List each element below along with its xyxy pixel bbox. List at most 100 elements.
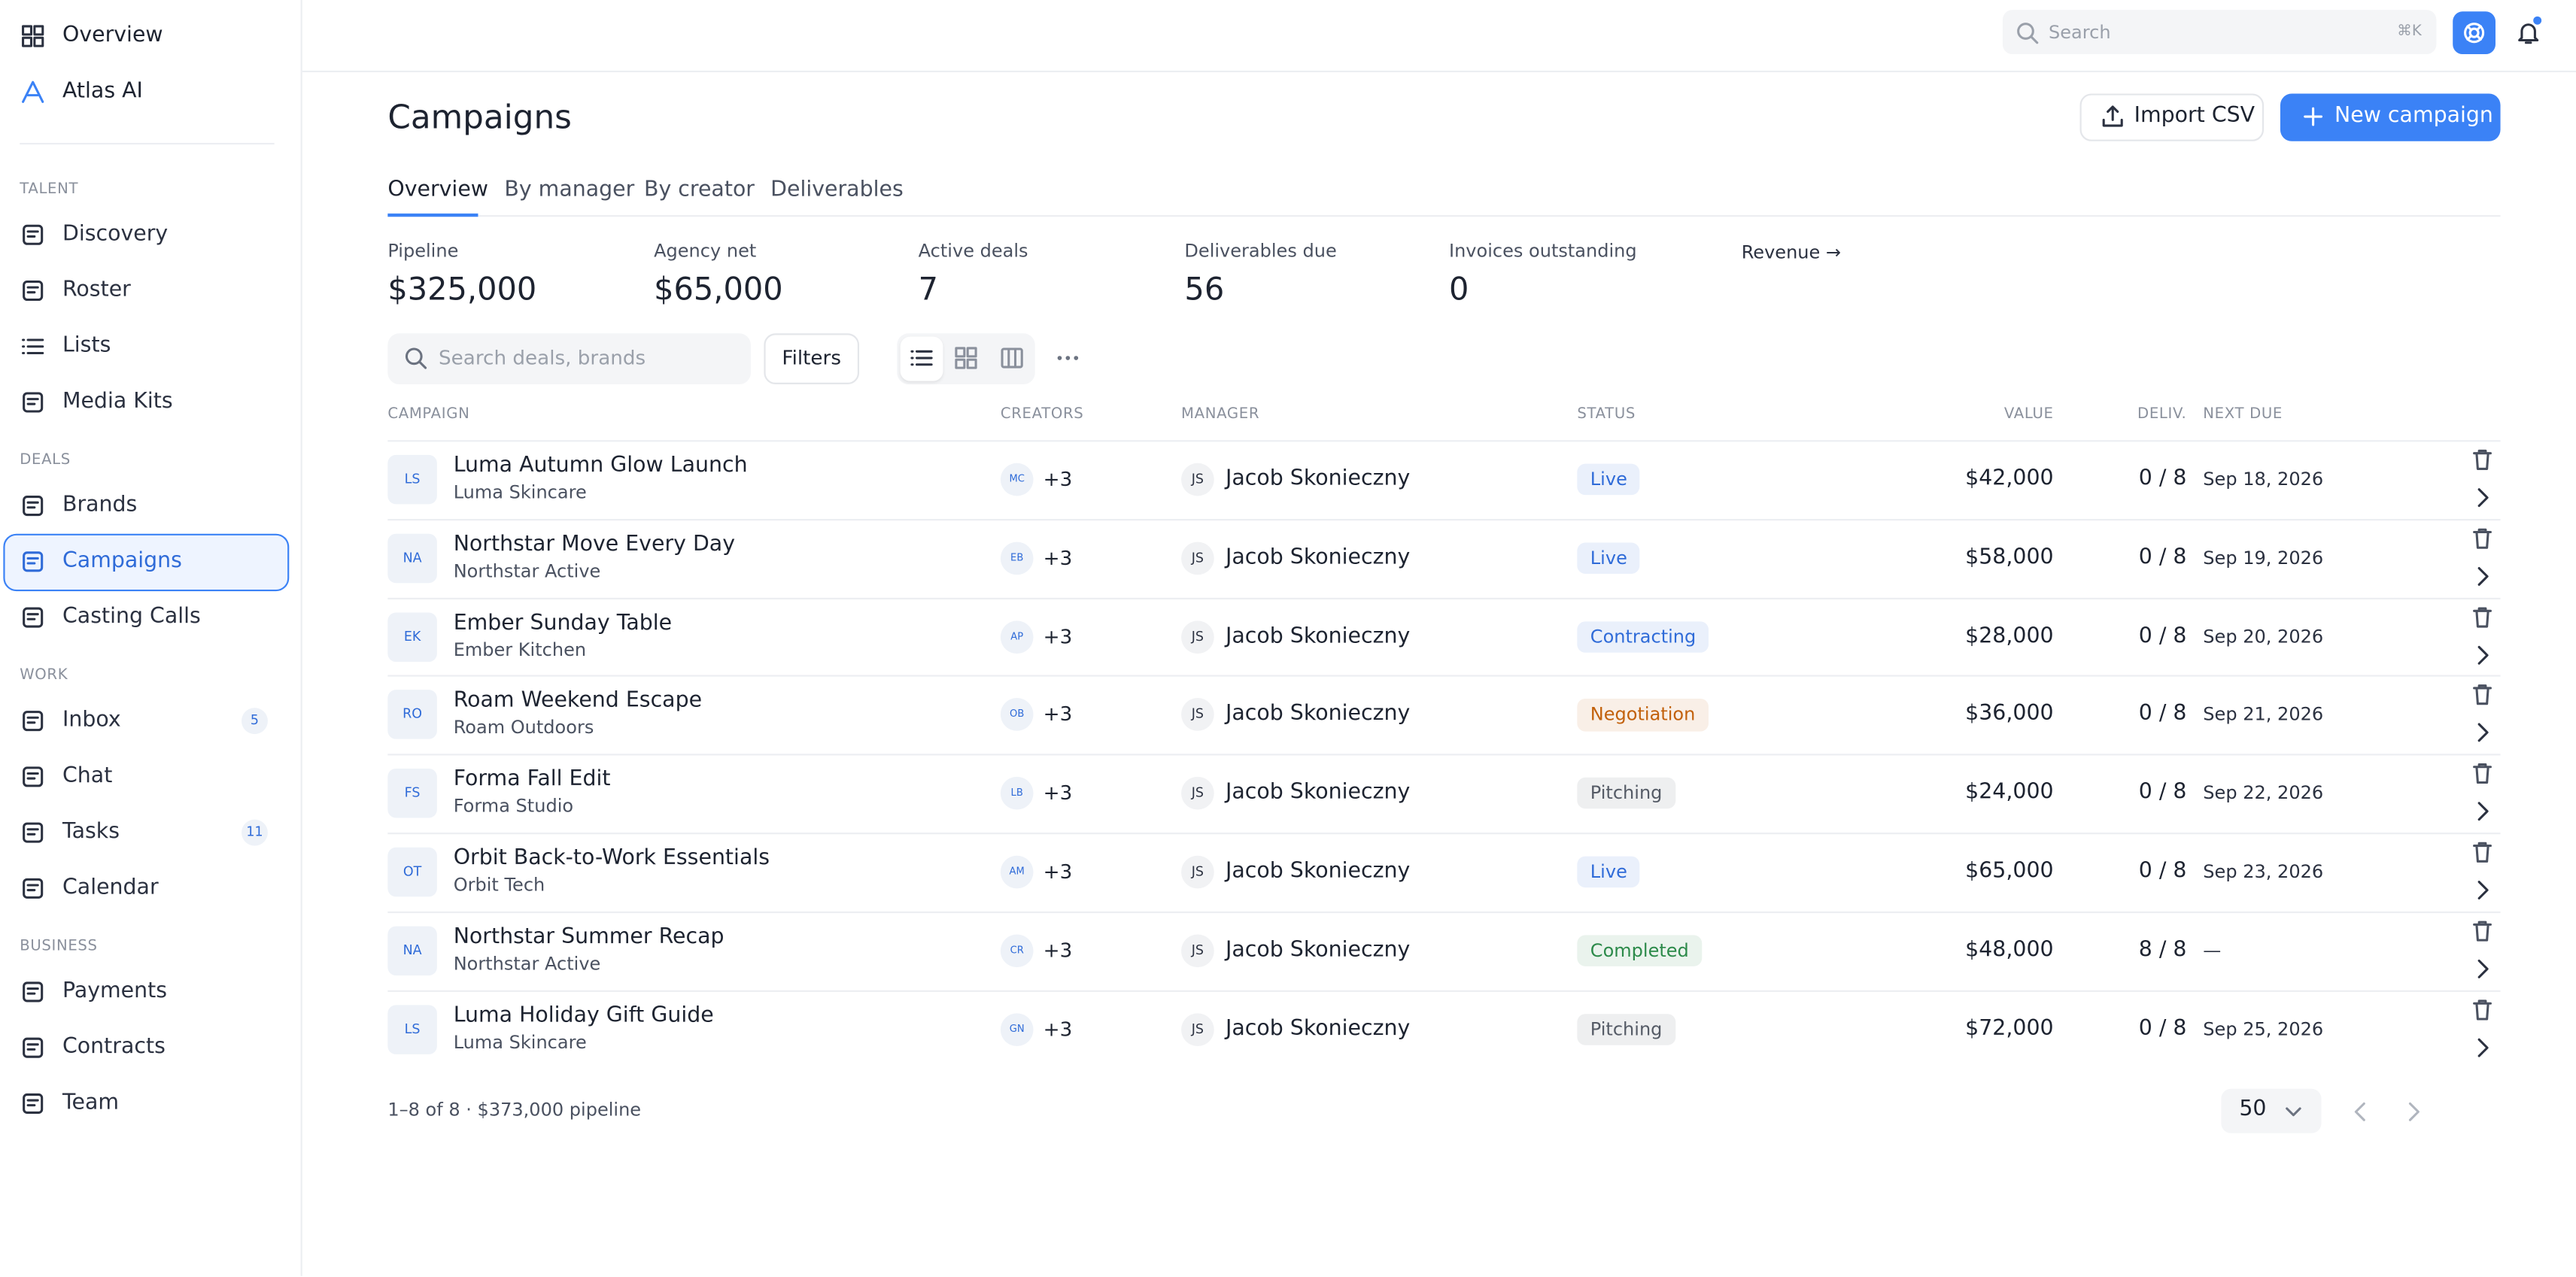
nav-item[interactable]: Media Kits <box>62 389 173 414</box>
nav-item[interactable]: Inbox <box>62 708 121 733</box>
next-due: Sep 20, 2026 <box>2203 625 2324 648</box>
row-initials: RO <box>402 707 423 722</box>
delete-icon[interactable] <box>2469 760 2496 787</box>
tab[interactable]: Deliverables <box>770 177 904 203</box>
stat-label: Active deals <box>918 240 1028 262</box>
creator-extra: +3 <box>1043 703 1073 726</box>
nav-item[interactable]: Brands <box>62 493 138 518</box>
row-border <box>387 675 2501 678</box>
nav-item[interactable]: Lists <box>62 333 111 359</box>
row-avatar <box>387 769 437 818</box>
deal-search[interactable] <box>387 333 751 384</box>
nav-item[interactable]: Campaigns <box>62 548 182 574</box>
nav-item[interactable]: Contracts <box>62 1035 166 1060</box>
status-pill: Completed <box>1577 934 1703 966</box>
nav-item[interactable]: Team <box>62 1090 120 1116</box>
creator-avatar <box>1000 698 1034 732</box>
column-header: CREATORS <box>1000 406 1084 423</box>
section-title: DEALS <box>20 452 71 469</box>
manager-avatar <box>1181 698 1214 732</box>
campaign-name[interactable]: Ember Sunday Table <box>453 610 673 635</box>
creator-avatar <box>1000 934 1034 967</box>
stat-value: 7 <box>918 271 939 308</box>
nav-item[interactable]: Calendar <box>62 875 159 901</box>
search-box[interactable] <box>2002 10 2437 55</box>
nav-item[interactable]: Chat <box>62 763 113 789</box>
creator-extra: +3 <box>1043 546 1073 569</box>
filters-button[interactable] <box>764 333 860 384</box>
nav-icon <box>22 80 44 103</box>
delete-icon[interactable] <box>2469 682 2496 708</box>
open-icon[interactable] <box>2469 955 2496 981</box>
revenue-link[interactable]: Revenue → <box>1741 241 1842 264</box>
campaign-name[interactable]: Northstar Summer Recap <box>453 924 724 950</box>
manager-avatar <box>1181 1012 1214 1046</box>
creator-avatar <box>1000 855 1034 889</box>
deliverables: 8 / 8 <box>2138 937 2187 963</box>
open-icon[interactable] <box>2469 484 2496 511</box>
creator-initials: MC <box>1009 473 1025 486</box>
section-title: BUSINESS <box>20 939 98 956</box>
next-page[interactable] <box>2400 1099 2426 1125</box>
nav-item[interactable]: Tasks <box>62 820 120 845</box>
page-size[interactable] <box>2221 1088 2322 1133</box>
manager-avatar <box>1181 934 1214 967</box>
prev-page[interactable] <box>2347 1099 2374 1125</box>
open-icon[interactable] <box>2469 877 2496 903</box>
campaign-name[interactable]: Orbit Back-to-Work Essentials <box>453 846 770 871</box>
nav-icon <box>23 1037 44 1058</box>
delete-icon[interactable] <box>2469 996 2496 1023</box>
tab[interactable]: Overview <box>387 177 489 203</box>
nav-icon <box>23 280 44 302</box>
deliverables: 0 / 8 <box>2138 466 2187 492</box>
nav-item[interactable]: Discovery <box>62 222 169 247</box>
nav-item[interactable]: Roster <box>62 278 131 303</box>
nav-item[interactable]: Casting Calls <box>62 605 201 629</box>
row-initials: LS <box>404 472 421 487</box>
delete-icon[interactable] <box>2469 447 2496 473</box>
sidebar-divider <box>20 142 275 145</box>
campaign-name[interactable]: Northstar Move Every Day <box>453 532 736 557</box>
status-pill: Pitching <box>1577 778 1675 810</box>
campaign-name[interactable]: Roam Weekend Escape <box>453 689 703 714</box>
campaign-name[interactable]: Luma Holiday Gift Guide <box>453 1002 714 1028</box>
creator-initials: OB <box>1010 708 1025 721</box>
tab[interactable]: By creator <box>643 177 755 203</box>
tab[interactable]: By manager <box>504 177 635 203</box>
brand-name: Forma Studio <box>453 796 574 817</box>
help-button[interactable] <box>2453 11 2496 55</box>
status-pill: Contracting <box>1577 620 1709 653</box>
next-due: Sep 18, 2026 <box>2203 469 2324 490</box>
open-icon[interactable] <box>2469 1034 2496 1060</box>
creator-initials: AM <box>1009 866 1025 878</box>
delete-icon[interactable] <box>2469 918 2496 944</box>
deliverables: 0 / 8 <box>2138 781 2187 805</box>
open-icon[interactable] <box>2469 720 2496 746</box>
delete-icon[interactable] <box>2469 839 2496 866</box>
campaign-name[interactable]: Luma Autumn Glow Launch <box>453 453 748 478</box>
creator-initials: LB <box>1010 787 1023 799</box>
tabs-border <box>387 215 2501 217</box>
column-header: MANAGER <box>1181 406 1260 423</box>
column-header: CAMPAIGN <box>387 406 470 423</box>
open-icon[interactable] <box>2469 642 2496 668</box>
nav-icon <box>23 711 44 732</box>
manager-avatar <box>1181 855 1214 889</box>
manager-name: Jacob Skonieczny <box>1226 544 1411 570</box>
manager-name: Jacob Skonieczny <box>1226 937 1411 963</box>
delete-icon[interactable] <box>2469 525 2496 551</box>
open-icon[interactable] <box>2469 799 2496 825</box>
manager-initials: JS <box>1191 864 1204 879</box>
delete-icon[interactable] <box>2469 604 2496 630</box>
import-button[interactable] <box>2079 93 2265 141</box>
manager-avatar <box>1181 620 1214 654</box>
status-pill: Live <box>1577 463 1641 496</box>
nav-item[interactable]: Payments <box>62 978 168 1004</box>
open-icon[interactable] <box>2469 563 2496 590</box>
nav-icon <box>22 338 44 355</box>
nav-item[interactable]: Overview <box>62 23 163 48</box>
nav-item[interactable]: Atlas AI <box>62 79 143 105</box>
deliverables: 0 / 8 <box>2138 1016 2187 1042</box>
campaign-name[interactable]: Forma Fall Edit <box>453 767 611 793</box>
brand-name: Ember Kitchen <box>453 638 587 660</box>
